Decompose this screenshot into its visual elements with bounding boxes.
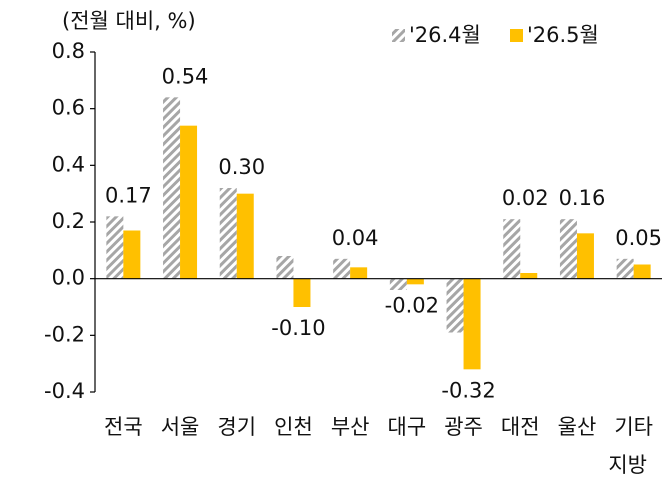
x-tick-label: 서울	[161, 415, 200, 439]
x-tick-label: 인천	[274, 415, 313, 439]
bar	[463, 278, 481, 370]
value-label: 0.17	[105, 183, 152, 207]
value-label: 0.05	[615, 226, 662, 250]
legend-label: '26.4월	[409, 23, 481, 47]
bar	[219, 188, 237, 279]
bar	[333, 258, 351, 279]
y-tick-label: 0.0	[52, 266, 85, 290]
legend-label: '26.5월	[527, 23, 599, 47]
value-label: -0.02	[385, 293, 439, 317]
bar	[180, 125, 198, 279]
bar	[389, 278, 407, 290]
y-tick-label: -0.2	[44, 322, 85, 346]
y-axis-label: (전월 대비, %)	[62, 9, 196, 33]
x-tick-label: 전국	[104, 415, 143, 439]
value-label: 0.30	[218, 155, 265, 179]
value-label: -0.10	[271, 316, 325, 340]
bar	[293, 278, 311, 307]
bar	[576, 233, 594, 279]
x-tick-label: 부산	[331, 415, 370, 439]
bar	[236, 193, 254, 279]
x-tick-label: 대전	[501, 415, 540, 439]
y-tick-label: 0.8	[52, 39, 85, 63]
bar	[123, 230, 141, 279]
value-label: 0.16	[559, 186, 606, 210]
y-tick-label: 0.2	[52, 209, 85, 233]
legend-swatch	[510, 29, 523, 42]
bar	[276, 256, 294, 279]
bar	[616, 258, 634, 279]
bar	[446, 278, 464, 333]
x-tick-label: 기타 지방	[608, 415, 653, 477]
value-label: 0.04	[332, 226, 379, 250]
value-label: 0.54	[162, 64, 209, 88]
y-tick-label: -0.4	[44, 379, 85, 403]
bar	[633, 264, 651, 279]
bar	[106, 216, 124, 279]
bar	[406, 278, 424, 285]
y-tick-label: 0.6	[52, 96, 85, 120]
legend-swatch	[392, 29, 405, 42]
x-tick-label: 대구	[388, 415, 427, 439]
bar	[520, 273, 538, 279]
bar	[503, 219, 521, 279]
y-tick-label: 0.4	[52, 152, 85, 176]
value-label: 0.02	[502, 186, 549, 210]
x-tick-label: 경기	[217, 415, 256, 439]
bar	[559, 219, 577, 279]
bar	[163, 97, 181, 279]
x-tick-label: 울산	[558, 415, 597, 439]
value-label: -0.32	[441, 378, 495, 402]
bar	[350, 267, 368, 279]
x-tick-label: 광주	[444, 415, 483, 439]
